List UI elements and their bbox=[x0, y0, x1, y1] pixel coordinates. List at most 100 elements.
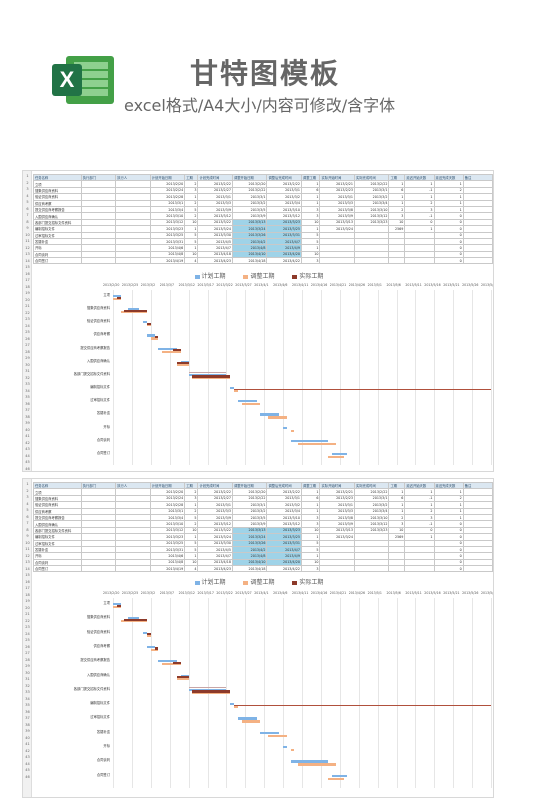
table-cell[interactable]: 2013/4/18 bbox=[231, 565, 268, 573]
date-tick-label: 2013/4/1 bbox=[254, 283, 269, 287]
task-label: 供应商考察 bbox=[93, 643, 110, 648]
plan-bar bbox=[128, 308, 140, 311]
plan-bar bbox=[260, 413, 280, 416]
grid-line bbox=[339, 598, 341, 788]
actual-bar bbox=[116, 296, 121, 299]
table-cell[interactable]: 2013/4/22 bbox=[266, 257, 302, 265]
table-cell[interactable]: 合同签订 bbox=[33, 257, 82, 265]
table-cell[interactable]: 2 bbox=[184, 488, 199, 496]
table-cell[interactable]: 2013/3/1 bbox=[353, 494, 390, 503]
adjust-bar bbox=[233, 706, 238, 709]
table-cell[interactable]: 2013/4/20 bbox=[266, 250, 302, 259]
table-cell[interactable] bbox=[388, 565, 406, 573]
table-cell[interactable] bbox=[80, 257, 117, 265]
task-label: 提交供应商考察报告 bbox=[80, 345, 110, 350]
row-number: 26 bbox=[25, 644, 30, 649]
plan-bar bbox=[143, 321, 147, 324]
table-cell[interactable] bbox=[462, 565, 493, 573]
actual-bar bbox=[173, 661, 182, 664]
date-tick-label: 2013/3/7 bbox=[159, 591, 175, 595]
table-cell[interactable]: 0 bbox=[433, 565, 464, 573]
table-cell[interactable]: 2013/4/19 bbox=[149, 565, 186, 573]
table-cell[interactable] bbox=[353, 250, 390, 259]
table-row: 答疑补遗 2013/3/31 5 2013/4/5 2013/4/2 2013/4/7 5 0 bbox=[33, 237, 493, 246]
adjust-bar bbox=[162, 663, 182, 666]
row-number: 18 bbox=[25, 592, 30, 597]
table-cell[interactable] bbox=[462, 250, 493, 259]
table-cell[interactable] bbox=[388, 257, 406, 265]
table-cell[interactable]: 2013/3/2 bbox=[353, 501, 390, 509]
table-cell[interactable] bbox=[353, 565, 390, 573]
table-cell[interactable]: 2013/3/2 bbox=[266, 501, 302, 509]
table-cell[interactable] bbox=[115, 565, 151, 573]
legend-actual: 实际工期 bbox=[292, 273, 323, 280]
table-cell[interactable] bbox=[80, 565, 117, 573]
table-cell[interactable]: 2013/4/22 bbox=[266, 565, 302, 573]
table-cell[interactable]: 2013/2/22 bbox=[266, 488, 302, 496]
row-number: 26 bbox=[25, 336, 30, 341]
table-cell[interactable]: 3 bbox=[184, 494, 199, 503]
date-tick-label: 2013/5/26 bbox=[462, 283, 479, 287]
plan-bar bbox=[230, 703, 234, 706]
table-cell[interactable] bbox=[462, 501, 493, 509]
column-header[interactable]: 调整后完成时间 bbox=[266, 481, 302, 490]
legend-adjust: 调整工期 bbox=[243, 579, 275, 586]
table-cell[interactable]: 2013/4/23 bbox=[197, 565, 233, 573]
grid-line bbox=[131, 290, 133, 465]
row-number: 28 bbox=[25, 657, 30, 662]
plan-bar bbox=[260, 731, 280, 734]
row-number: 4 bbox=[26, 501, 29, 506]
grid-line bbox=[169, 290, 171, 465]
legend-adjust: 调整工期 bbox=[243, 273, 275, 280]
date-tick-label: 2013/3/17 bbox=[197, 591, 214, 595]
table-cell[interactable]: 3 bbox=[300, 257, 321, 265]
table-row: 验证供应商资料 2013/2/28 1 2013/3/1 2013/3/1 2013/3/… bbox=[33, 193, 493, 201]
row-number: 3 bbox=[26, 495, 29, 499]
column-header[interactable]: 实际完成时间 bbox=[353, 481, 390, 490]
date-tick-label: 2013/3/12 bbox=[178, 591, 195, 595]
table-cell[interactable]: 2013/4/19 bbox=[149, 257, 186, 265]
date-tick-label: 2013/2/20 bbox=[103, 591, 120, 595]
table-cell[interactable]: 4 bbox=[184, 257, 199, 265]
table-cell[interactable]: 合同签订 bbox=[33, 565, 82, 573]
table-cell[interactable] bbox=[404, 257, 435, 265]
table-cell[interactable] bbox=[319, 565, 355, 573]
actual-bar bbox=[177, 676, 189, 679]
row-number: 14 bbox=[25, 566, 30, 571]
column-header[interactable]: 工期 bbox=[184, 481, 199, 490]
table-cell[interactable]: 2013/4/18 bbox=[231, 257, 268, 265]
row-number: 19 bbox=[25, 291, 30, 295]
row-number: 2 bbox=[26, 180, 29, 185]
date-tick-label: 2013/3/22 bbox=[216, 591, 233, 595]
row-number: 16 bbox=[25, 579, 30, 584]
table-cell[interactable]: 2013/2/22 bbox=[353, 488, 390, 496]
adjust-bar bbox=[267, 416, 287, 419]
row-number: 15 bbox=[25, 573, 30, 577]
row-number: 3 bbox=[26, 187, 29, 191]
table-cell[interactable]: 4 bbox=[184, 565, 199, 573]
row-number: 24 bbox=[25, 631, 30, 636]
table-cell[interactable]: 10 bbox=[184, 250, 199, 259]
plan-bar bbox=[332, 774, 348, 777]
table-cell[interactable]: 1 bbox=[184, 501, 199, 509]
table-cell[interactable] bbox=[462, 488, 493, 496]
table-cell[interactable] bbox=[462, 257, 493, 265]
table-cell[interactable]: 2013/4/23 bbox=[197, 257, 233, 265]
gantt-chart: 2013/2/20 2013/2/25 2013/3/2 2013/3/7 2013/3… bbox=[33, 283, 493, 468]
table-cell[interactable] bbox=[115, 257, 151, 265]
table-cell[interactable] bbox=[353, 257, 390, 265]
row-number: 11 bbox=[25, 239, 30, 243]
row-number: 44 bbox=[25, 761, 30, 766]
task-label: 开标 bbox=[103, 744, 110, 749]
table-cell[interactable] bbox=[462, 494, 493, 503]
table-cell[interactable]: 3 bbox=[300, 565, 321, 573]
table-cell[interactable] bbox=[404, 565, 435, 573]
date-tick-label: 2013/2/20 bbox=[103, 283, 120, 287]
column-header[interactable]: 备注 bbox=[462, 481, 493, 490]
table-cell[interactable]: 0 bbox=[433, 257, 464, 265]
table-cell[interactable]: 2013/3/1 bbox=[266, 494, 302, 503]
grid-line bbox=[283, 598, 285, 788]
actual-bar bbox=[154, 647, 159, 650]
table-cell[interactable] bbox=[319, 257, 355, 265]
adjust-bar bbox=[267, 734, 287, 737]
